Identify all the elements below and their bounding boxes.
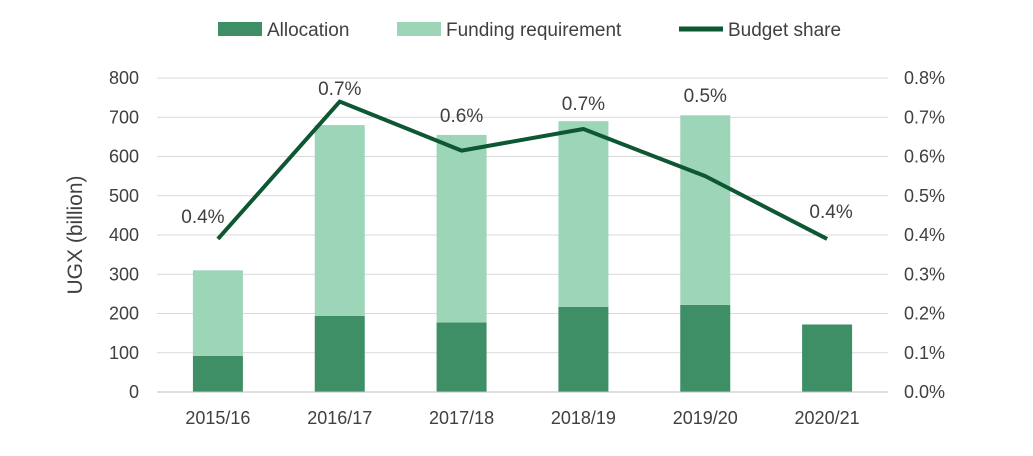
y-tick-label: 0 [129, 382, 139, 402]
y2-tick-label: 0.3% [904, 264, 945, 284]
legend-swatch [218, 22, 262, 36]
bar-allocation [314, 315, 365, 392]
axes: 0 100 200 300 400 500 600 700 800 0.0% 0.1% 0.2% 0.3… [109, 68, 945, 428]
gridlines [157, 77, 888, 354]
y-tick-label: 700 [109, 107, 139, 127]
bar-allocation [802, 324, 853, 392]
x-tick-label: 2019/20 [673, 408, 738, 428]
y2-tick-label: 0.2% [904, 304, 945, 324]
y2-tick-label: 0.6% [904, 147, 945, 167]
bar-allocation [436, 322, 487, 392]
y2-tick-label: 0.7% [904, 107, 945, 127]
data-label: 0.5% [684, 86, 727, 107]
y2-tick-label: 0.4% [904, 225, 945, 245]
bar-allocation [558, 306, 609, 392]
y-tick-label: 200 [109, 304, 139, 324]
bar-funding-requirement [558, 121, 609, 307]
legend-item: Budget share [679, 20, 841, 41]
legend-label: Allocation [267, 20, 349, 41]
bar-funding-requirement [314, 125, 365, 316]
bar-allocation [192, 355, 243, 392]
budget-share-line [216, 99, 828, 241]
legend-label: Funding requirement [446, 20, 622, 41]
y2-tick-label: 0.1% [904, 343, 945, 363]
x-tick-label: 2017/18 [429, 408, 494, 428]
y-tick-label: 600 [109, 147, 139, 167]
legend: Allocation Funding requirement Budget shar… [218, 20, 841, 41]
bar-funding-requirement [436, 134, 487, 323]
data-label: 0.4% [181, 207, 224, 228]
legend-swatch [397, 22, 441, 36]
x-tick-label: 2020/21 [795, 408, 860, 428]
y2-tick-label: 0.0% [904, 382, 945, 402]
bar-funding-requirement [680, 115, 731, 305]
y-tick-label: 800 [109, 68, 139, 88]
x-tick-label: 2018/19 [551, 408, 616, 428]
y2-tick-label: 0.5% [904, 186, 945, 206]
bar-funding-requirement [192, 270, 243, 356]
x-tick-label: 2016/17 [307, 408, 372, 428]
y-tick-label: 300 [109, 264, 139, 284]
bars [192, 115, 853, 392]
data-label: 0.7% [562, 94, 605, 115]
data-label: 0.7% [318, 79, 361, 100]
y-axis-title: UGX (billion) [64, 175, 87, 294]
bar-allocation [680, 304, 731, 392]
y-tick-label: 400 [109, 225, 139, 245]
legend-label: Budget share [728, 20, 841, 41]
x-tick-label: 2015/16 [185, 408, 250, 428]
legend-item: Allocation [218, 20, 349, 41]
data-label: 0.4% [809, 202, 852, 223]
budget-share-line-layer [216, 99, 828, 241]
y-tick-label: 100 [109, 343, 139, 363]
y2-tick-label: 0.8% [904, 68, 945, 88]
legend-item: Funding requirement [397, 20, 622, 41]
y-tick-label: 500 [109, 186, 139, 206]
data-label: 0.6% [440, 106, 483, 127]
data-labels: 0.4% 0.7% 0.6% 0.7% 0.5% 0.4% [181, 79, 853, 228]
